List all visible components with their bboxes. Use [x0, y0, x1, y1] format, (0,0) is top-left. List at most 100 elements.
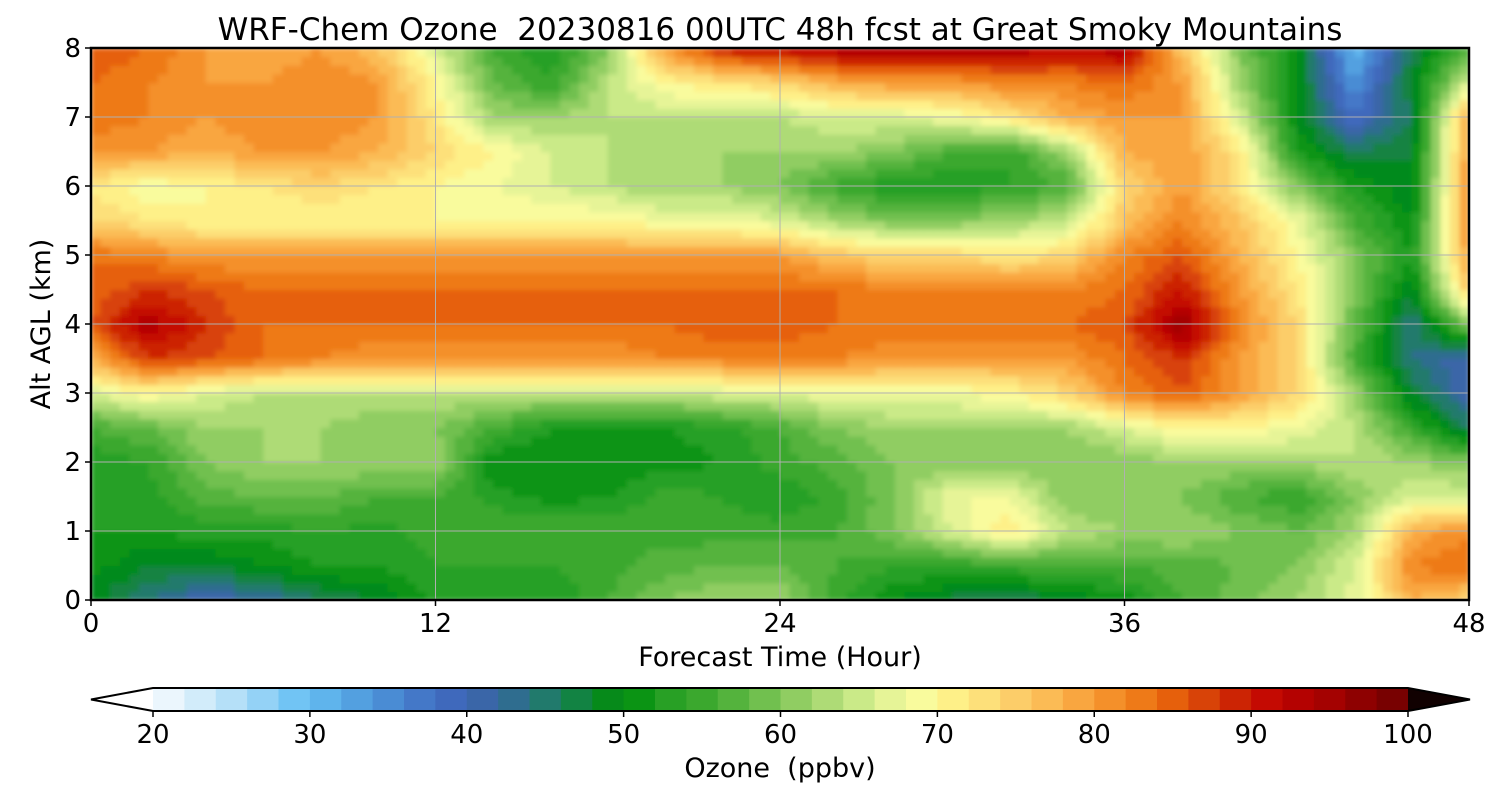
- heatmap-cell: [1344, 496, 1355, 506]
- heatmap-cell: [483, 375, 494, 385]
- heatmap-cell: [330, 556, 341, 567]
- heatmap-cell: [1019, 332, 1030, 342]
- heatmap-cell: [148, 349, 159, 360]
- heatmap-cell: [1296, 591, 1307, 600]
- heatmap-cell: [378, 513, 389, 523]
- heatmap-cell: [1153, 548, 1164, 558]
- heatmap-cell: [693, 539, 705, 549]
- heatmap-cell: [626, 315, 638, 325]
- heatmap-cell: [837, 470, 848, 480]
- heatmap-cell: [1009, 384, 1020, 394]
- heatmap-cell: [1392, 539, 1403, 549]
- heatmap-cell: [454, 539, 465, 549]
- heatmap-cell: [1277, 582, 1288, 592]
- heatmap-cell: [1277, 367, 1288, 377]
- heatmap-cell: [330, 384, 341, 394]
- heatmap-cell: [1143, 591, 1154, 600]
- heatmap-cell: [1306, 306, 1317, 316]
- heatmap-cell: [942, 539, 953, 549]
- heatmap-cell: [224, 332, 236, 342]
- heatmap-cell: [1363, 349, 1374, 360]
- heatmap-cell: [263, 470, 274, 480]
- heatmap-cell: [636, 582, 647, 592]
- heatmap-cell: [100, 479, 111, 489]
- heatmap-cell: [1354, 444, 1365, 454]
- heatmap-cell: [1143, 341, 1154, 351]
- heatmap-cell: [980, 375, 992, 385]
- heatmap-cell: [1028, 401, 1039, 411]
- heatmap-cell: [961, 539, 972, 549]
- heatmap-cell: [358, 341, 370, 351]
- heatmap-cell: [626, 444, 638, 454]
- heatmap-cell: [1095, 531, 1106, 541]
- heatmap-cell: [684, 513, 695, 523]
- heatmap-cell: [904, 324, 915, 334]
- heatmap-cell: [770, 358, 781, 368]
- heatmap-cell: [425, 513, 437, 523]
- heatmap-cell: [406, 315, 417, 325]
- heatmap-cell: [1000, 522, 1011, 532]
- heatmap-cell: [665, 436, 676, 446]
- heatmap-cell: [1028, 367, 1039, 377]
- heatmap-cell: [1210, 531, 1221, 541]
- heatmap-cell: [875, 358, 886, 368]
- heatmap-cell: [320, 487, 331, 498]
- heatmap-cell: [1134, 591, 1145, 600]
- heatmap-cell: [588, 591, 599, 600]
- heatmap-cell: [693, 349, 705, 360]
- heatmap-cell: [980, 565, 992, 575]
- heatmap-cell: [1114, 393, 1126, 403]
- heatmap-cell: [626, 556, 638, 567]
- heatmap-cell: [1181, 539, 1193, 549]
- heatmap-cell: [1210, 444, 1221, 454]
- heatmap-cell: [1335, 324, 1346, 334]
- heatmap-cell: [665, 548, 676, 558]
- heatmap-cell: [961, 332, 972, 342]
- heatmap-cell: [531, 453, 542, 463]
- heatmap-cell: [1124, 531, 1135, 541]
- heatmap-cell: [301, 462, 312, 472]
- heatmap-cell: [1153, 444, 1164, 454]
- heatmap-cell: [1335, 410, 1346, 420]
- heatmap-cell: [1459, 393, 1469, 403]
- heatmap-cell: [1315, 436, 1327, 446]
- heatmap-cell: [483, 453, 494, 463]
- heatmap-cell: [961, 418, 972, 429]
- heatmap-cell: [1009, 444, 1020, 454]
- heatmap-cell: [799, 418, 810, 429]
- heatmap-cell: [272, 427, 283, 437]
- heatmap-cell: [885, 513, 896, 523]
- heatmap-cell: [91, 393, 102, 403]
- heatmap-cell: [110, 548, 121, 558]
- heatmap-cell: [837, 324, 848, 334]
- heatmap-cell: [1220, 548, 1231, 558]
- heatmap-cell: [693, 479, 705, 489]
- heatmap-cell: [1363, 574, 1374, 584]
- heatmap-cell: [1402, 548, 1413, 558]
- heatmap-cell: [1421, 556, 1432, 567]
- heatmap-cell: [540, 418, 551, 429]
- heatmap-cell: [1201, 306, 1212, 316]
- heatmap-cell: [1402, 393, 1413, 403]
- heatmap-cell: [1124, 436, 1135, 446]
- heatmap-cell: [904, 332, 915, 342]
- heatmap-cell: [607, 453, 618, 463]
- heatmap-cell: [473, 332, 484, 342]
- heatmap-cell: [100, 367, 111, 377]
- heatmap-cell: [1191, 315, 1202, 325]
- heatmap-cell: [1392, 565, 1403, 575]
- heatmap-cell: [1114, 315, 1126, 325]
- heatmap-cell: [875, 306, 886, 316]
- heatmap-cell: [196, 384, 207, 394]
- heatmap-cell: [1258, 324, 1269, 334]
- heatmap-cell: [1392, 513, 1403, 523]
- heatmap-cell: [358, 487, 370, 498]
- heatmap-cell: [397, 539, 408, 549]
- heatmap-cell: [827, 505, 839, 515]
- heatmap-cell: [1268, 444, 1279, 454]
- heatmap-cell: [1067, 582, 1078, 592]
- heatmap-cell: [234, 591, 245, 600]
- heatmap-cell: [636, 358, 647, 368]
- heatmap-cell: [1057, 548, 1068, 558]
- heatmap-cell: [416, 341, 427, 351]
